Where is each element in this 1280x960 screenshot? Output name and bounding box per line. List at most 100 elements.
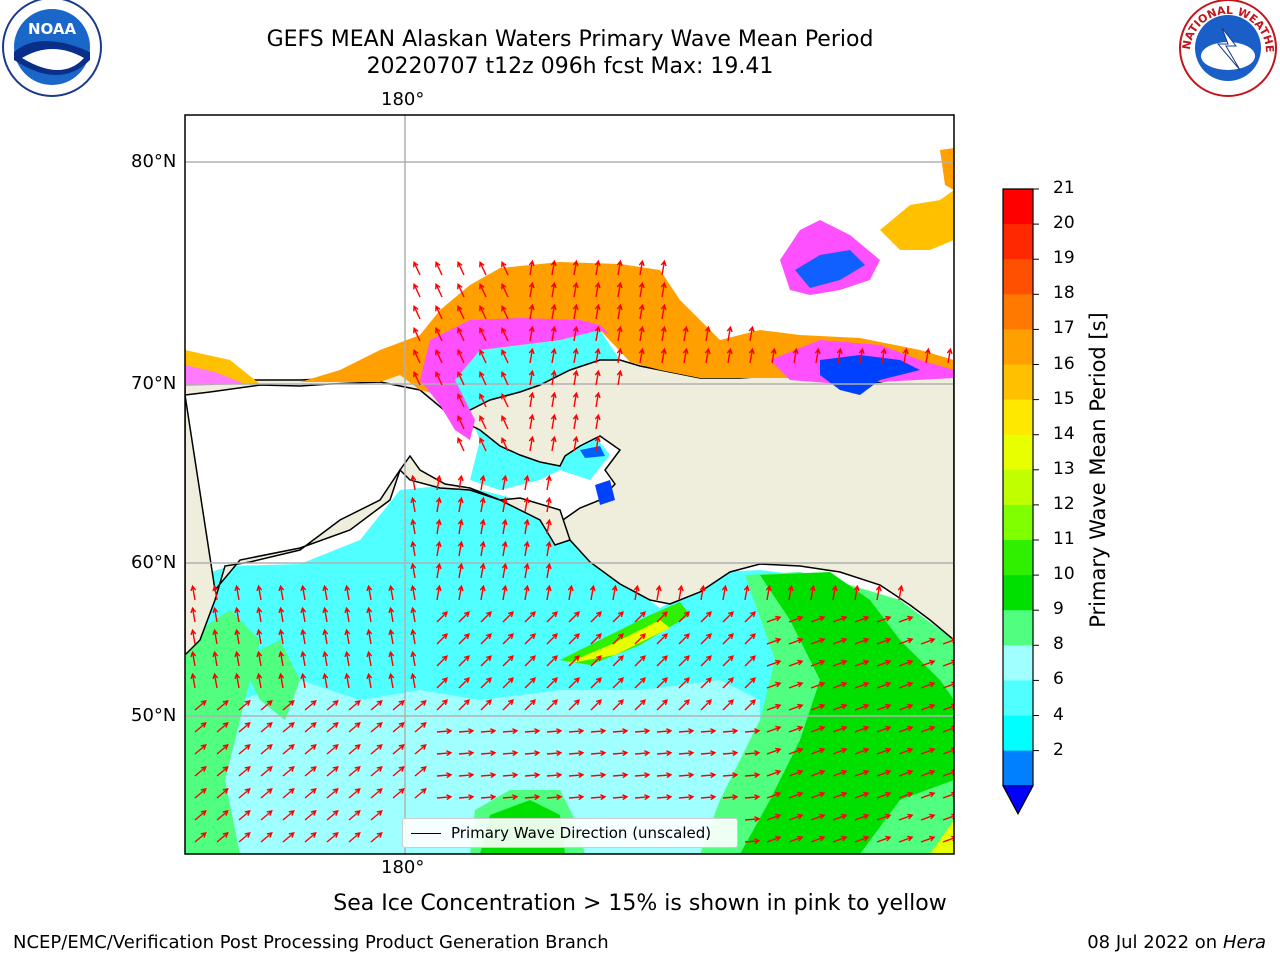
wave-arrow (744, 838, 761, 845)
wave-arrow (370, 722, 383, 733)
wave-arrow (880, 347, 887, 364)
wave-arrow (572, 303, 579, 320)
wave-arrow (502, 655, 514, 667)
wave-arrow (523, 540, 530, 557)
wave-arrow (744, 611, 756, 623)
colorbar-segment (1003, 540, 1033, 576)
colorbar-segment (1003, 224, 1033, 260)
wave-arrow (216, 766, 229, 777)
wave-arrow (414, 722, 427, 733)
wave-arrow (788, 835, 804, 843)
wave-arrow (410, 672, 417, 689)
wave-arrow (344, 606, 351, 623)
wave-arrow (523, 474, 530, 491)
wave-arrow (638, 259, 645, 276)
legend-label: Primary Wave Direction (unscaled) (451, 824, 712, 842)
wave-arrow (413, 260, 421, 276)
wave-arrow (388, 672, 395, 689)
colorbar-segment (1003, 329, 1033, 365)
lat-label-50n: 50°N (131, 705, 177, 726)
wave-arrow (282, 766, 295, 777)
colorbar-segment (1003, 469, 1033, 506)
colorbar-segment (1003, 645, 1033, 681)
wave-arrow (392, 766, 405, 777)
wave-arrow (501, 414, 509, 430)
wave-arrow (721, 584, 728, 601)
wave-arrow (410, 584, 417, 601)
wave-arrow (590, 772, 607, 779)
wave-arrow (616, 281, 623, 298)
wave-arrow (638, 347, 645, 364)
colorbar-segment (1003, 364, 1033, 401)
wave-arrow (854, 681, 870, 689)
wave-arrow (501, 584, 508, 601)
wave-arrow (234, 672, 241, 689)
wave-arrow (457, 436, 465, 452)
wave-arrow (831, 584, 838, 601)
wave-arrow (524, 699, 536, 711)
wave-arrow (616, 303, 623, 320)
wave-arrow (458, 772, 475, 779)
wave-arrow (370, 810, 383, 821)
wave-arrow (832, 791, 848, 799)
wave-arrow (726, 347, 733, 364)
wave-arrow (572, 435, 579, 452)
wave-arrow (256, 672, 263, 689)
wave-arrow (832, 703, 848, 711)
wave-arrow (322, 584, 329, 601)
wave-arrow (436, 611, 448, 623)
colorbar-tick-label: 17 (1053, 318, 1075, 339)
wave-arrow (479, 326, 487, 342)
lat-label-60n: 60°N (131, 552, 177, 573)
colorbar-tick-label: 4 (1053, 704, 1064, 725)
wave-arrow (920, 637, 936, 645)
wave-arrow (304, 832, 317, 843)
wave-arrow (501, 348, 509, 364)
wave-arrow (920, 659, 936, 667)
wave-arrow (810, 637, 826, 645)
colorbar-segment (1003, 715, 1033, 752)
wave-arrow (656, 699, 668, 711)
wave-arrow (634, 633, 646, 645)
wave-arrow (322, 606, 329, 623)
wave-arrow (590, 633, 602, 645)
wave-arrow (344, 628, 351, 645)
wave-arrow (875, 584, 882, 601)
wave-arrow (480, 794, 497, 801)
wave-arrow (502, 750, 519, 757)
wave-arrow (414, 700, 427, 711)
wave-arrow (435, 282, 443, 298)
wave-arrow (278, 606, 285, 623)
wave-arrow (545, 562, 552, 579)
wave-arrow (190, 650, 197, 667)
wave-arrow (704, 347, 711, 364)
wave-arrow (392, 722, 405, 733)
wave-arrow (326, 832, 339, 843)
wave-arrow (810, 747, 826, 755)
wave-arrow (413, 348, 421, 364)
legend-line-swatch (411, 832, 441, 834)
wave-arrow (920, 813, 936, 821)
wave-arrow (766, 725, 782, 733)
wave-arrow (700, 772, 717, 779)
wave-arrow (744, 633, 756, 645)
ocean-green-west-2 (240, 640, 300, 720)
wave-arrow (594, 347, 601, 364)
wave-arrow (678, 728, 695, 735)
wave-arrow (501, 474, 508, 491)
wave-arrow (410, 496, 417, 513)
wave-arrow (590, 750, 607, 757)
wave-arrow (655, 584, 662, 601)
wave-arrow (594, 259, 601, 276)
wave-arrow (589, 584, 596, 601)
wave-arrow (304, 810, 317, 821)
wave-arrow (457, 348, 465, 364)
wave-arrow (190, 584, 197, 601)
wave-arrow (788, 703, 804, 711)
wave-arrow (238, 832, 251, 843)
wave-arrow (568, 699, 580, 711)
wave-arrow (458, 794, 475, 801)
wave-arrow (479, 392, 487, 408)
wave-arrow (656, 794, 673, 801)
wave-arrow (854, 835, 870, 843)
